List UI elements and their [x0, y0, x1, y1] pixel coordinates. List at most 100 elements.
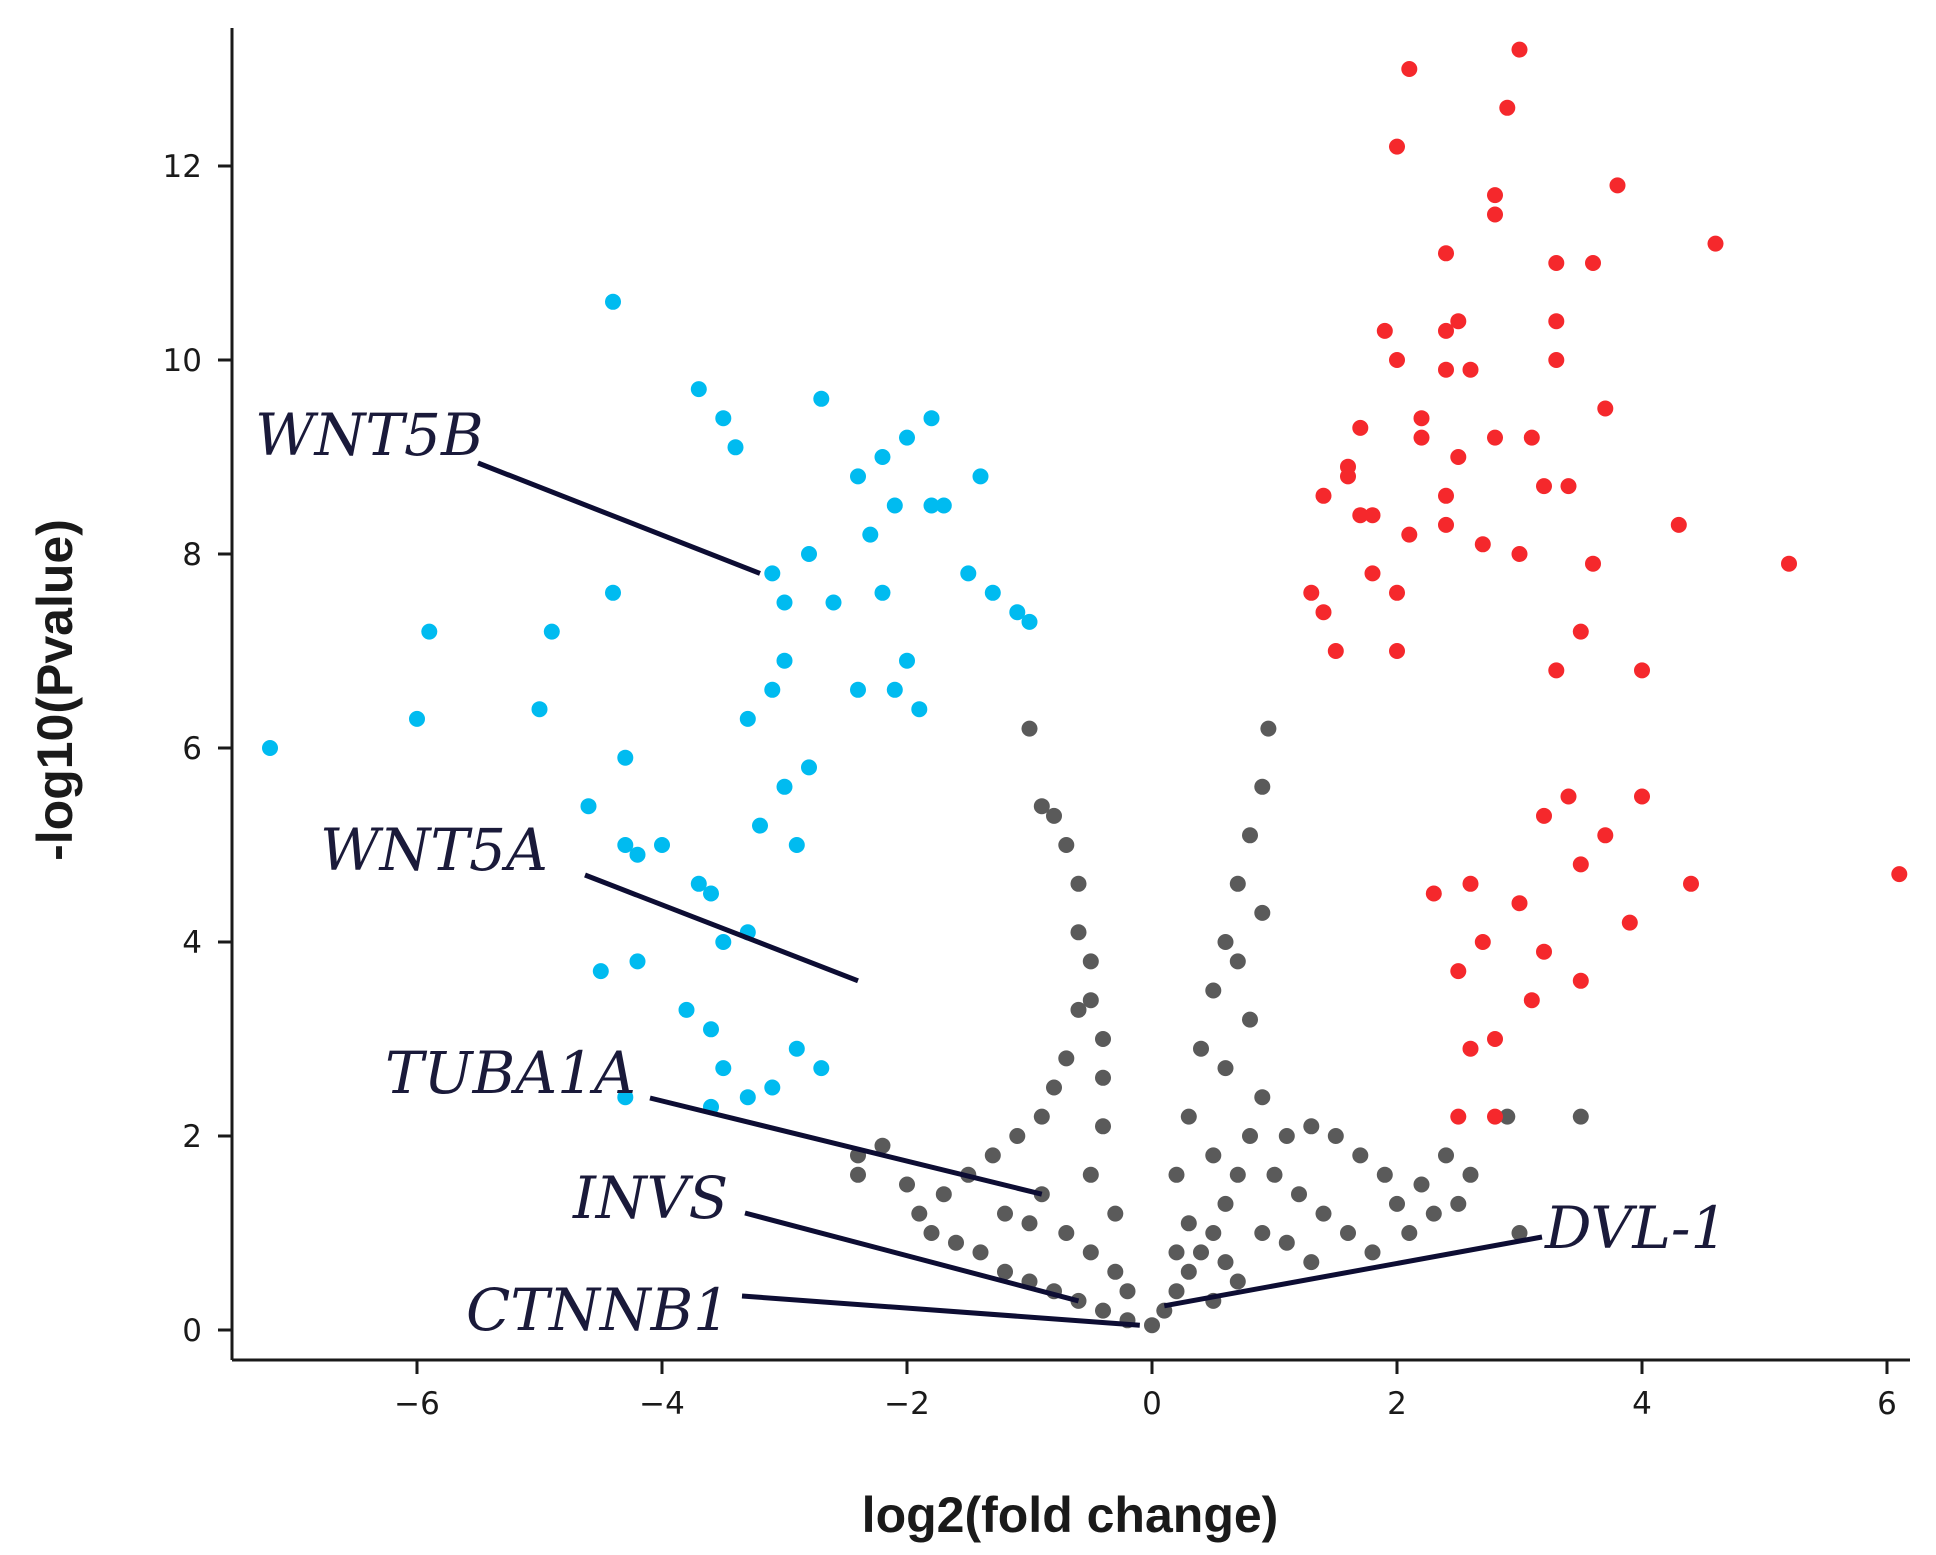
ns-point-56: [1364, 1244, 1381, 1261]
up-point-67: [1462, 875, 1479, 892]
down-point-55: [739, 710, 756, 727]
ns-point-57: [1389, 1195, 1405, 1212]
ns-point-33: [1021, 1215, 1038, 1232]
down-point-37: [703, 1021, 719, 1038]
up-point-49: [1634, 662, 1650, 679]
down-point-40: [764, 1079, 781, 1096]
x-tick-label-2: −2: [884, 1386, 930, 1422]
up-point-38: [1474, 536, 1491, 553]
down-point-39: [739, 1089, 756, 1106]
ns-point-60: [1462, 1166, 1479, 1183]
up-point-24: [1523, 429, 1540, 446]
ns-point-20: [923, 1225, 940, 1241]
ns-point-78: [1260, 720, 1277, 737]
ns-point-87: [1254, 1225, 1271, 1241]
up-point-4: [1609, 177, 1626, 194]
up-point-48: [1572, 623, 1589, 640]
down-point-16: [972, 468, 989, 485]
down-point-11: [690, 381, 707, 398]
up-point-68: [1425, 885, 1442, 902]
down-point-41: [788, 1040, 805, 1057]
ns-point-40: [1082, 1166, 1099, 1183]
up-point-41: [1364, 565, 1381, 582]
x-tick-label-0: −6: [394, 1386, 440, 1422]
up-point-17: [1462, 361, 1479, 378]
down-point-57: [886, 681, 903, 698]
up-point-39: [1511, 546, 1528, 562]
y-tick-label-0: 0: [182, 1313, 202, 1349]
down-point-49: [776, 778, 793, 795]
down-point-15: [923, 410, 940, 427]
ns-point-21: [948, 1234, 964, 1251]
series-up: [1303, 41, 1908, 1125]
gene-label-tuba1a: TUBA1A: [385, 1039, 636, 1107]
down-point-51: [801, 759, 817, 776]
up-point-46: [1389, 643, 1405, 659]
up-point-63: [1487, 1108, 1503, 1125]
ns-point-80: [1168, 1166, 1185, 1183]
down-point-7: [617, 749, 634, 766]
ns-point-14: [1009, 1128, 1026, 1144]
down-point-8: [617, 837, 634, 853]
up-point-35: [1364, 507, 1381, 524]
ns-point-45: [1180, 1263, 1197, 1280]
up-point-44: [1315, 604, 1332, 621]
ns-point-83: [1229, 953, 1246, 970]
ns-point-41: [1095, 1118, 1111, 1135]
ns-point-88: [1278, 1234, 1295, 1251]
ns-point-22: [972, 1244, 989, 1261]
ns-point-62: [1425, 1205, 1442, 1222]
ns-point-39: [1107, 1205, 1124, 1222]
up-point-36: [1401, 526, 1418, 543]
up-point-7: [1707, 235, 1724, 252]
ns-point-64: [1376, 1166, 1393, 1183]
up-point-28: [1438, 487, 1454, 504]
ns-point-66: [1327, 1128, 1344, 1144]
x-tick-label-6: 6: [1877, 1386, 1897, 1422]
up-point-23: [1487, 429, 1503, 446]
gene-label-wnt5b: WNT5B: [255, 401, 484, 469]
down-point-35: [629, 953, 646, 970]
ns-point-12: [1046, 1079, 1062, 1096]
up-point-37: [1438, 516, 1454, 533]
ns-point-55: [1340, 1225, 1356, 1241]
down-point-17: [899, 429, 915, 446]
up-point-1: [1401, 61, 1418, 77]
ns-point-15: [984, 1147, 1001, 1164]
ns-point-2: [1046, 807, 1062, 824]
up-point-29: [1536, 478, 1552, 495]
up-point-50: [1891, 866, 1908, 883]
up-point-59: [1523, 992, 1540, 1009]
up-point-15: [1389, 352, 1405, 368]
down-point-50: [788, 837, 805, 853]
down-point-0: [262, 740, 278, 756]
ticks: −6 −4 −2 0 2 4 6 0 2 4 6 8 10 12: [163, 149, 1897, 1422]
down-point-30: [984, 584, 1001, 601]
down-point-26: [801, 546, 817, 562]
up-point-57: [1621, 914, 1638, 931]
ns-point-47: [1205, 1225, 1222, 1241]
ns-point-35: [1058, 1225, 1075, 1241]
down-point-18: [874, 449, 891, 465]
down-point-27: [825, 594, 842, 611]
ns-point-8: [1095, 1031, 1111, 1047]
ns-point-86: [1180, 1215, 1197, 1232]
down-point-46: [715, 934, 732, 950]
y-tick-label-6: 12: [163, 149, 202, 185]
up-point-18: [1548, 352, 1565, 368]
ns-point-44: [1168, 1283, 1185, 1300]
down-point-43: [617, 1089, 634, 1106]
ns-point-63: [1401, 1225, 1418, 1241]
up-point-65: [1511, 895, 1528, 912]
series-down: [262, 293, 1038, 1115]
down-point-1: [409, 710, 425, 727]
ns-point-19: [899, 1176, 915, 1193]
ns-point-73: [1205, 982, 1222, 999]
up-point-32: [1781, 555, 1797, 572]
ns-point-6: [1082, 953, 1099, 970]
ns-point-93: [1217, 1254, 1234, 1271]
up-point-62: [1450, 1108, 1467, 1125]
up-point-51: [1683, 875, 1699, 892]
ns-point-79: [1180, 1108, 1197, 1125]
